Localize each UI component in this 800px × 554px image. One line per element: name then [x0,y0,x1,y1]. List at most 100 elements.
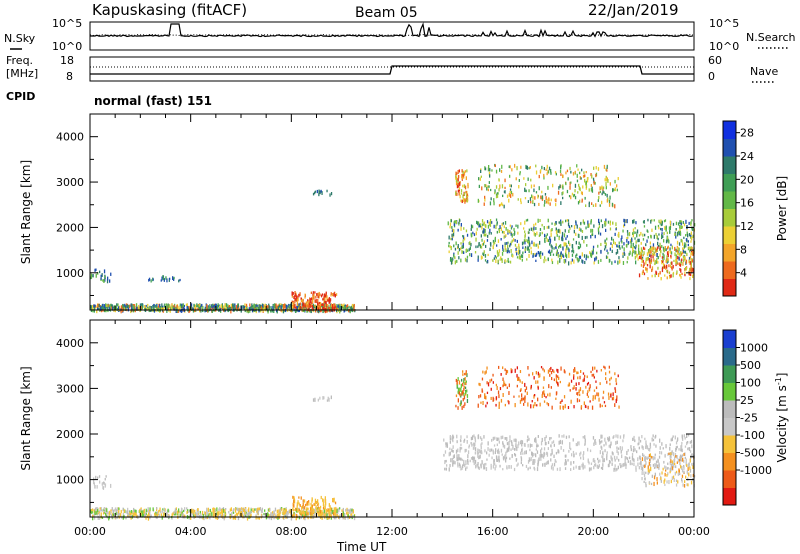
heatmap-cell [614,389,617,393]
heatmap-cell [539,373,541,378]
heatmap-cell [650,249,652,254]
heatmap-cell [689,255,692,259]
heatmap-cell [447,221,449,226]
heatmap-cell [216,516,219,520]
heatmap-cell [477,466,480,469]
heatmap-cell [479,455,481,458]
heatmap-cell [602,186,605,189]
heatmap-cell [502,194,504,198]
heatmap-cell [155,305,157,308]
heatmap-cell [243,508,245,512]
heatmap-cell [492,451,494,455]
heatmap-cell [671,460,674,464]
heatmap-cell [490,396,492,400]
heatmap-cell [537,444,539,447]
heatmap-cell [595,386,598,390]
heatmap-cell [319,507,321,512]
heatmap-cell [672,273,674,278]
heatmap-cell [596,369,598,373]
heatmap-cell [541,197,544,201]
heatmap-cell [609,444,611,449]
heatmap-cell [496,385,498,390]
heatmap-cell [665,265,667,270]
heatmap-cell [532,243,535,247]
heatmap-cell [200,309,202,313]
heatmap-cell [541,252,544,256]
heatmap-cell [453,221,455,224]
heatmap-cell [104,278,106,282]
heatmap-cell [649,442,651,447]
heatmap-cell [502,443,504,448]
heatmap-cell [325,508,327,513]
heatmap-cell [322,506,325,510]
heatmap-cell [276,306,278,310]
heatmap-cell [622,261,625,265]
heatmap-cell [667,238,669,243]
heatmap-cell [204,511,206,515]
heatmap-cell [132,305,135,309]
heatmap-cell [305,301,308,306]
heatmap-cell [236,306,239,311]
heatmap-cell [236,307,238,311]
heatmap-cell [96,485,98,489]
heatmap-cell [471,225,474,229]
heatmap-cell [579,199,581,203]
heatmap-cell [458,188,460,192]
heatmap-cell [637,462,639,467]
heatmap-cell [472,231,474,235]
heatmap-cell [496,437,498,441]
heatmap-cell [333,303,335,307]
heatmap-cell [644,437,646,441]
heatmap-cell [595,166,597,170]
colorbar-tick-label: 1000 [740,342,768,355]
heatmap-cell [678,459,680,463]
heatmap-cell [481,388,483,393]
heatmap-cell [316,508,318,511]
heatmap-cell [590,235,592,239]
heatmap-cell [209,304,211,309]
heatmap-cell [459,219,461,222]
heatmap-cell [535,191,538,194]
heatmap-cell [642,259,644,263]
heatmap-cell [635,467,637,472]
heatmap-cell [237,305,239,308]
heatmap-cell [558,434,560,438]
heatmap-cell [591,373,593,377]
heatmap-cell [317,398,319,402]
heatmap-cell [659,221,661,225]
heatmap-cell [539,240,541,245]
heatmap-cell [534,467,536,471]
heatmap-cell [293,296,295,299]
heatmap-cell [590,187,593,192]
heatmap-cell [225,303,228,307]
heatmap-cell [674,471,676,476]
heatmap-cell [231,306,233,309]
heatmap-cell [334,510,337,515]
heatmap-cell [521,393,523,397]
heatmap-cell [640,263,643,267]
heatmap-cell [577,246,580,250]
heatmap-cell [682,262,684,266]
heatmap-cell [463,440,465,443]
heatmap-cell [138,308,140,311]
heatmap-cell [490,197,492,201]
heatmap-cell [130,303,133,307]
heatmap-cell [506,260,508,263]
heatmap-cell [618,241,620,245]
heatmap-cell [619,446,621,450]
heatmap-cell [600,369,602,372]
heatmap-cell [339,514,341,519]
heatmap-cell [529,242,531,246]
heatmap-cell [325,303,327,308]
heatmap-cell [521,241,524,246]
heatmap-cell [595,203,597,207]
heatmap-cell [456,434,458,439]
heatmap-cell [681,225,683,229]
heatmap-cell [506,194,509,198]
heatmap-cell [138,304,140,309]
heatmap-cell [254,308,256,311]
heatmap-cell [513,438,515,442]
heatmap-cell [550,371,553,375]
heatmap-cell [502,393,504,398]
